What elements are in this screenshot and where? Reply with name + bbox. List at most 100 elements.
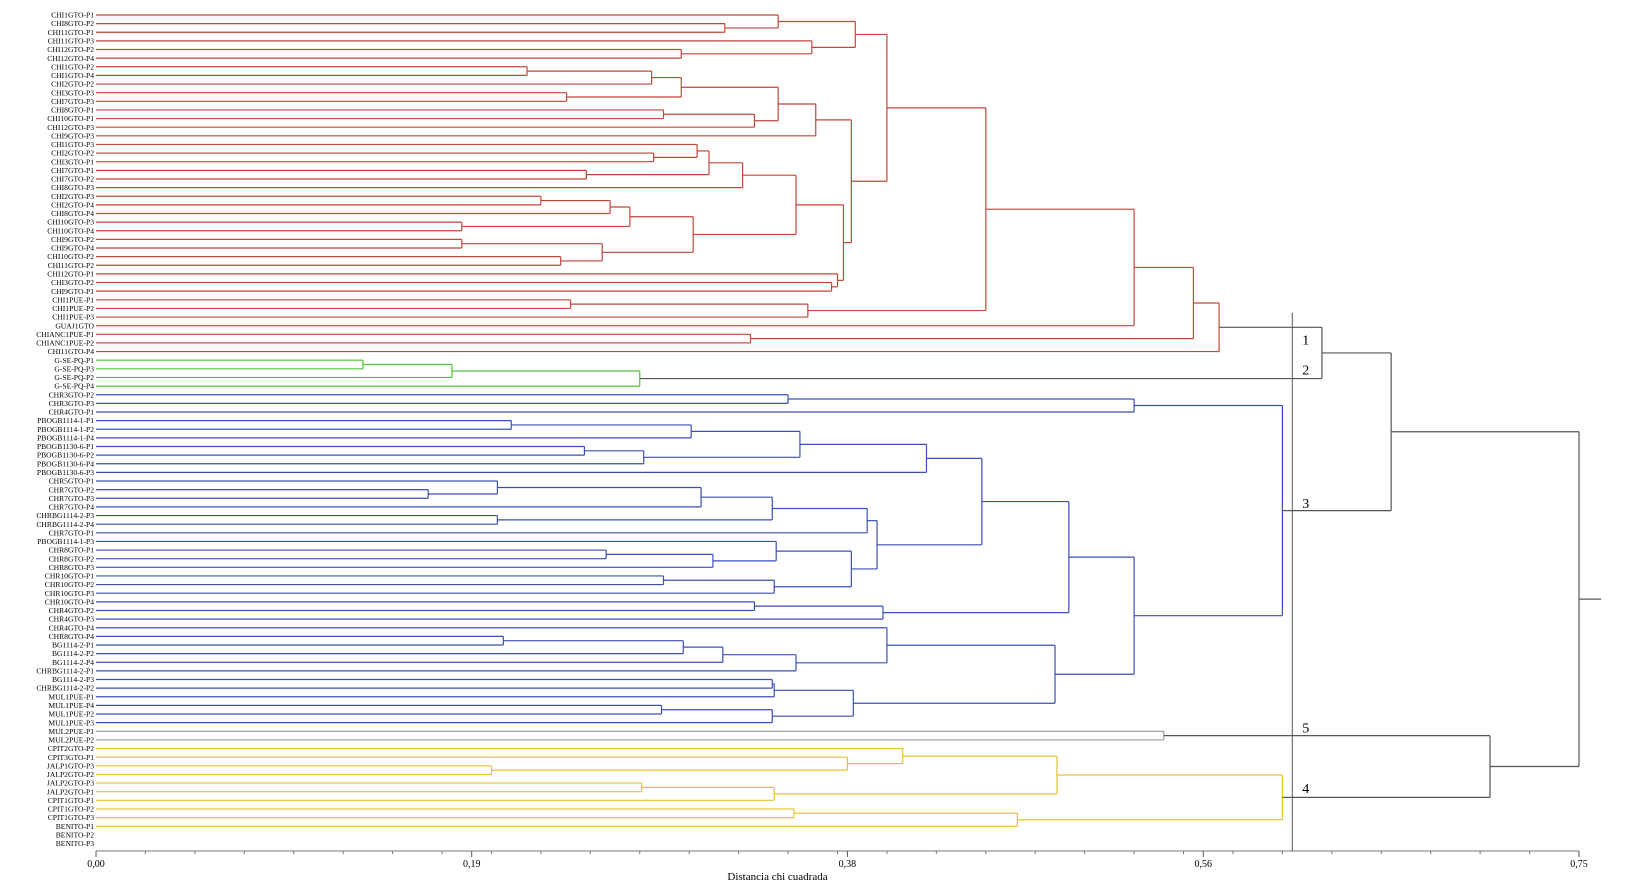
- cluster-number-5: 5: [1302, 722, 1309, 737]
- x-tick-label: 0,00: [87, 859, 105, 870]
- leaf-label: BG1114-2-P4: [52, 658, 94, 667]
- leaf-label: CHR3GTO-P3: [49, 399, 95, 408]
- leaf-label: CHR8GTO-P2: [49, 554, 95, 563]
- leaf-label: CHR3GTO-P2: [49, 390, 95, 399]
- leaf-label: PBOGB1130-6-P1: [37, 442, 94, 451]
- leaf-label: MUL1PUE-P1: [48, 692, 94, 701]
- leaf-label: CHI8GTO-P3: [51, 183, 94, 192]
- leaf-label: CPIT2GTO-P2: [48, 744, 94, 753]
- leaf-label: BG1114-2-P3: [52, 675, 94, 684]
- leaf-label: MUL1PUE-P4: [48, 701, 94, 710]
- leaf-label: CHR4GTO-P2: [49, 606, 95, 615]
- x-axis: 0,00 0,19 0,38 0,56 0,75 Distancia chi cuadr…: [87, 850, 1588, 883]
- leaf-label: CPIT1GTO-P2: [48, 805, 94, 814]
- leaf-label: G-SE-PQ-P1: [54, 356, 94, 365]
- leaf-label: CHRBG1114-2-P1: [36, 666, 94, 675]
- leaf-label: G-SE-PQ-P4: [54, 382, 94, 391]
- leaf-label: CHI8GTO-P4: [51, 209, 94, 218]
- leaf-label: CHIANC1PUE-P2: [36, 339, 94, 348]
- leaf-label: MUL1PUE-P2: [48, 710, 94, 719]
- leaf-label: PBOGB1114-1-P1: [37, 416, 94, 425]
- leaf-label: CHR7GTO-P3: [49, 494, 95, 503]
- leaf-label: CHR10GTO-P1: [45, 572, 94, 581]
- leaf-label: CHR8GTO-P4: [49, 632, 95, 641]
- leaf-label: MUL2PUE-P2: [48, 736, 94, 745]
- leaf-label: CPIT1GTO-P3: [48, 813, 94, 822]
- leaf-label: CHI11GTO-P1: [48, 28, 95, 37]
- leaf-label: CHI8GTO-P2: [51, 19, 94, 28]
- dendrogram-links: [96, 14, 1601, 827]
- leaf-label: JALP1GTO-P3: [47, 761, 94, 770]
- leaf-label: CHI2GTO-P2: [51, 149, 94, 158]
- leaf-label: CHI10GTO-P3: [47, 218, 94, 227]
- leaf-label: GUAJ1GTO: [55, 321, 94, 330]
- leaf-label: CHI7GTO-P1: [51, 166, 94, 175]
- leaf-label: JALP2GTO-P3: [47, 779, 94, 788]
- cluster-number-2: 2: [1302, 363, 1309, 378]
- leaf-label: CHI2GTO-P2: [51, 80, 94, 89]
- leaf-label: CHR7GTO-P2: [49, 485, 95, 494]
- x-tick-label: 0,75: [1570, 859, 1588, 870]
- leaf-label: G-SE-PQ-P2: [54, 373, 94, 382]
- x-tick-label: 0,38: [839, 859, 857, 870]
- leaf-label: MUL2PUE-P1: [48, 727, 94, 736]
- leaf-label: BENITO-P2: [56, 830, 94, 839]
- leaf-label: G-SE-PQ-P3: [54, 364, 94, 373]
- leaf-label: CHI12GTO-P1: [47, 270, 94, 279]
- leaf-label: BG1114-2-P2: [52, 649, 94, 658]
- leaf-label: PBOGB1130-6-P4: [37, 459, 94, 468]
- leaf-label: CHI9GTO-P4: [51, 244, 94, 253]
- cluster-number-3: 3: [1302, 497, 1309, 512]
- leaf-label: CHI7GTO-P2: [51, 175, 94, 184]
- leaf-label: CHR7GTO-P1: [49, 528, 95, 537]
- leaf-label: CHRBG1114-2-P3: [36, 511, 94, 520]
- leaf-label: CHI3GTO-P1: [51, 157, 94, 166]
- leaf-label: BENITO-P1: [56, 822, 94, 831]
- leaf-label: CHI12GTO-P4: [47, 54, 94, 63]
- leaf-label: CHI3GTO-P3: [51, 88, 94, 97]
- leaf-label: PBOGB1114-1-P2: [37, 425, 94, 434]
- leaf-label: CHI1PUE-P1: [52, 295, 94, 304]
- leaf-label: CHI12GTO-P2: [47, 45, 94, 54]
- x-tick-label: 0,19: [463, 859, 481, 870]
- leaf-label: CHR10GTO-P4: [45, 597, 94, 606]
- leaf-label: PBOGB1130-6-P2: [37, 451, 94, 460]
- x-axis-title: Distancia chi cuadrada: [727, 871, 827, 883]
- leaf-label: JALP2GTO-P2: [47, 770, 94, 779]
- leaf-label: CHR8GTO-P1: [49, 546, 95, 555]
- leaf-label: CPIT3GTO-P1: [48, 753, 94, 762]
- leaf-label: CHI10GTO-P1: [47, 114, 94, 123]
- leaf-label: CHR10GTO-P3: [45, 589, 94, 598]
- leaf-label: CHI11GTO-P4: [48, 347, 95, 356]
- leaf-label: JALP2GTO-P1: [47, 787, 94, 796]
- leaf-label: CHI9GTO-P3: [51, 131, 94, 140]
- leaf-label: CHI1PUE-P2: [52, 304, 94, 313]
- leaf-label: CHR10GTO-P2: [45, 580, 94, 589]
- cluster-labels: 1 2 3 5 4: [1302, 333, 1309, 797]
- leaf-label: CHR5GTO-P1: [49, 477, 95, 486]
- leaf-label: BENITO-P3: [56, 839, 94, 848]
- leaf-label: CHR4GTO-P4: [49, 623, 95, 632]
- leaf-label: CHI1GTO-P2: [51, 62, 94, 71]
- leaf-label: CHR4GTO-P1: [49, 408, 95, 417]
- leaf-label: CHI1PUE-P3: [52, 313, 94, 322]
- leaf-label: CHR4GTO-P3: [49, 615, 95, 624]
- leaf-label: BG1114-2-P1: [52, 641, 94, 650]
- leaf-label: CHR7GTO-P4: [49, 503, 95, 512]
- cluster-number-4: 4: [1302, 782, 1309, 797]
- leaf-label: CHRBG1114-2-P2: [36, 684, 94, 693]
- leaf-label: CHI1GTO-P4: [51, 71, 94, 80]
- leaf-label: PBOGB1130-6-P3: [37, 468, 94, 477]
- x-tick-label: 0,56: [1195, 859, 1213, 870]
- leaf-label: CHR8GTO-P3: [49, 563, 95, 572]
- leaf-label: CHI10GTO-P4: [47, 226, 94, 235]
- leaf-label: CHI7GTO-P3: [51, 97, 94, 106]
- leaf-label: CPIT1GTO-P1: [48, 796, 94, 805]
- leaf-label: PBOGB1114-1-P3: [37, 537, 94, 546]
- leaf-label: CHRBG1114-2-P4: [36, 520, 94, 529]
- leaf-label: CHI9GTO-P2: [51, 235, 94, 244]
- x-axis-ticks: 0,00 0,19 0,38 0,56 0,75: [87, 851, 1588, 870]
- leaf-label: CHI3GTO-P2: [51, 278, 94, 287]
- leaf-label: CHI9GTO-P1: [51, 287, 94, 296]
- leaf-label: PBOGB1114-1-P4: [37, 433, 94, 442]
